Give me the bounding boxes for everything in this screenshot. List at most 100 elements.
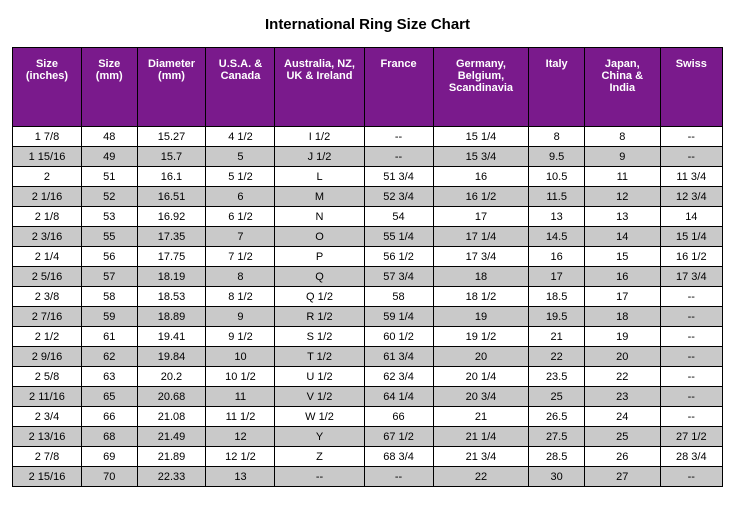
table-cell: 18.5 [529, 287, 585, 307]
table-cell: 2 7/16 [13, 307, 82, 327]
table-cell: 66 [81, 407, 137, 427]
table-cell: 19.5 [529, 307, 585, 327]
table-row: 2 15/167022.3313----223027-- [13, 467, 723, 487]
table-cell: 66 [364, 407, 433, 427]
table-cell: 10 [206, 347, 275, 367]
table-cell: 28.5 [529, 447, 585, 467]
table-cell: 16 [529, 247, 585, 267]
table-cell: 19 1/2 [433, 327, 529, 347]
col-header: France [364, 48, 433, 127]
table-cell: -- [660, 307, 722, 327]
table-cell: 12 3/4 [660, 187, 722, 207]
table-cell: 16.92 [137, 207, 206, 227]
table-cell: 6 [206, 187, 275, 207]
col-header: U.S.A. & Canada [206, 48, 275, 127]
table-cell: 21 3/4 [433, 447, 529, 467]
table-cell: 7 [206, 227, 275, 247]
table-cell: 52 3/4 [364, 187, 433, 207]
table-cell: 20 1/4 [433, 367, 529, 387]
table-cell: -- [660, 147, 722, 167]
table-cell: 69 [81, 447, 137, 467]
table-row: 2 3/165517.357O55 1/417 1/414.51415 1/4 [13, 227, 723, 247]
table-cell: 21 [529, 327, 585, 347]
table-cell: 62 3/4 [364, 367, 433, 387]
table-cell: 20.2 [137, 367, 206, 387]
table-cell: 9 [584, 147, 660, 167]
table-row: 1 7/84815.274 1/2I 1/2--15 1/488-- [13, 127, 723, 147]
table-cell: 2 9/16 [13, 347, 82, 367]
table-cell: 52 [81, 187, 137, 207]
table-cell: I 1/2 [275, 127, 364, 147]
table-cell: -- [660, 327, 722, 347]
table-cell: 14 [584, 227, 660, 247]
table-cell: 18 [584, 307, 660, 327]
table-cell: 2 5/16 [13, 267, 82, 287]
table-cell: 11.5 [529, 187, 585, 207]
table-row: 1 15/164915.75J 1/2--15 3/49.59-- [13, 147, 723, 167]
table-cell: 2 1/8 [13, 207, 82, 227]
table-cell: 9.5 [529, 147, 585, 167]
table-cell: 8 [206, 267, 275, 287]
table-row: 2 1/85316.926 1/2N5417131314 [13, 207, 723, 227]
table-cell: 59 1/4 [364, 307, 433, 327]
table-cell: 9 [206, 307, 275, 327]
table-cell: 11 [206, 387, 275, 407]
table-cell: U 1/2 [275, 367, 364, 387]
table-cell: 51 [81, 167, 137, 187]
table-cell: 24 [584, 407, 660, 427]
table-cell: 12 1/2 [206, 447, 275, 467]
col-header: Japan, China & India [584, 48, 660, 127]
table-cell: 70 [81, 467, 137, 487]
table-cell: T 1/2 [275, 347, 364, 367]
table-cell: 25 [529, 387, 585, 407]
table-row: 2 1/26119.419 1/2S 1/260 1/219 1/22119-- [13, 327, 723, 347]
table-cell: 17.35 [137, 227, 206, 247]
table-cell: 16.1 [137, 167, 206, 187]
table-cell: 2 1/16 [13, 187, 82, 207]
table-cell: 17 [529, 267, 585, 287]
table-cell: 8 [584, 127, 660, 147]
table-row: 2 3/85818.538 1/2Q 1/25818 1/218.517-- [13, 287, 723, 307]
col-header: Italy [529, 48, 585, 127]
table-cell: -- [660, 127, 722, 147]
table-cell: 53 [81, 207, 137, 227]
table-cell: 2 7/8 [13, 447, 82, 467]
table-cell: 18.53 [137, 287, 206, 307]
table-cell: Q [275, 267, 364, 287]
table-cell: 18 [433, 267, 529, 287]
table-cell: 18.89 [137, 307, 206, 327]
table-cell: -- [660, 387, 722, 407]
table-row: 2 7/165918.899R 1/259 1/41919.518-- [13, 307, 723, 327]
table-cell: M [275, 187, 364, 207]
table-cell: 22 [584, 367, 660, 387]
table-row: 2 5/165718.198Q57 3/418171617 3/4 [13, 267, 723, 287]
table-cell: S 1/2 [275, 327, 364, 347]
table-row: 25116.15 1/2L51 3/41610.51111 3/4 [13, 167, 723, 187]
table-cell: 28 3/4 [660, 447, 722, 467]
table-cell: 55 1/4 [364, 227, 433, 247]
table-cell: 22.33 [137, 467, 206, 487]
table-cell: 27.5 [529, 427, 585, 447]
table-cell: 49 [81, 147, 137, 167]
table-cell: 18 1/2 [433, 287, 529, 307]
table-row: 2 9/166219.8410T 1/261 3/4202220-- [13, 347, 723, 367]
table-cell: 15.27 [137, 127, 206, 147]
table-cell: 68 3/4 [364, 447, 433, 467]
table-cell: 21 1/4 [433, 427, 529, 447]
table-row: 2 13/166821.4912Y67 1/221 1/427.52527 1/… [13, 427, 723, 447]
table-cell: 2 11/16 [13, 387, 82, 407]
table-cell: 17 [433, 207, 529, 227]
table-cell: 21.89 [137, 447, 206, 467]
table-cell: 25 [584, 427, 660, 447]
col-header: Australia, NZ, UK & Ireland [275, 48, 364, 127]
table-cell: 2 1/4 [13, 247, 82, 267]
table-row: 2 7/86921.8912 1/2Z68 3/421 3/428.52628 … [13, 447, 723, 467]
table-cell: 67 1/2 [364, 427, 433, 447]
table-cell: 11 [584, 167, 660, 187]
table-cell: 26.5 [529, 407, 585, 427]
table-cell: 18.19 [137, 267, 206, 287]
table-cell: 11 3/4 [660, 167, 722, 187]
table-cell: 56 [81, 247, 137, 267]
table-cell: 26 [584, 447, 660, 467]
table-cell: 10 1/2 [206, 367, 275, 387]
